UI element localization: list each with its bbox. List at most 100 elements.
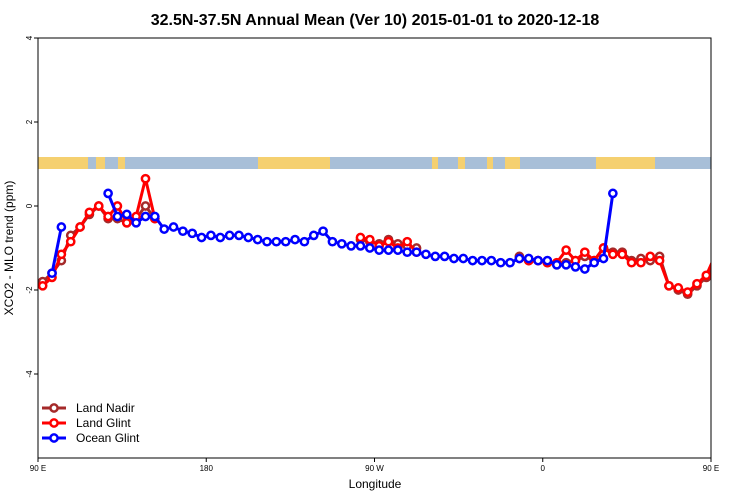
chart-title: 32.5N-37.5N Annual Mean (Ver 10) 2015-01… <box>151 12 600 29</box>
data-point <box>430 251 441 262</box>
x-axis-label: Longitude <box>349 477 402 491</box>
land-segment <box>458 157 465 169</box>
data-point <box>701 270 711 281</box>
y-axis: -4 -2 0 2 4 <box>25 35 38 378</box>
series-layer <box>38 173 747 300</box>
land-band <box>38 157 655 169</box>
data-point <box>121 217 132 228</box>
data-point <box>682 287 693 297</box>
data-point <box>149 211 160 222</box>
data-point <box>561 259 571 270</box>
data-point <box>561 245 571 255</box>
data-point <box>721 238 728 245</box>
data-point <box>280 236 291 247</box>
data-point <box>336 238 347 249</box>
data-point <box>308 230 319 241</box>
data-point <box>673 283 684 293</box>
data-point <box>187 228 198 239</box>
data-point <box>731 226 738 233</box>
series-land-glint <box>38 173 747 297</box>
data-point <box>131 217 141 228</box>
data-point <box>290 234 300 245</box>
data-point <box>654 255 665 266</box>
land-segment <box>487 157 493 169</box>
x-tick-label: 180 <box>200 464 214 473</box>
data-point <box>364 243 375 253</box>
data-point <box>140 211 151 222</box>
x-tick-label: 90 E <box>703 464 719 473</box>
data-point <box>570 262 581 272</box>
data-point <box>355 241 366 251</box>
land-segment <box>96 157 105 169</box>
geography-band <box>38 157 711 169</box>
data-point <box>159 224 170 234</box>
data-point <box>355 232 366 243</box>
land-segment <box>432 157 438 169</box>
legend-label: Land Glint <box>76 416 131 430</box>
data-point <box>383 236 394 247</box>
data-point <box>346 241 356 251</box>
data-point <box>140 173 151 184</box>
data-point <box>262 236 272 247</box>
data-point <box>402 236 413 247</box>
y-tick-label: 4 <box>25 35 34 40</box>
land-segment <box>118 157 125 169</box>
data-point <box>234 230 244 241</box>
ocean-band <box>38 157 711 169</box>
series-ocean-glint <box>47 188 618 279</box>
data-point <box>439 251 450 262</box>
data-point <box>327 236 338 247</box>
data-point <box>710 259 711 262</box>
data-point <box>692 278 702 289</box>
data-point <box>477 255 487 266</box>
data-point <box>224 230 235 241</box>
data-point <box>93 201 104 211</box>
data-point <box>505 257 515 268</box>
x-tick-label: 0 <box>541 464 546 473</box>
series-line <box>518 246 711 296</box>
data-point <box>740 209 747 216</box>
series-line <box>50 226 63 274</box>
data-point <box>449 253 459 264</box>
data-point <box>664 280 674 291</box>
data-point <box>626 257 637 268</box>
series-line <box>519 245 711 294</box>
data-point <box>168 222 179 232</box>
data-point <box>299 236 310 247</box>
y-tick-label: 2 <box>25 119 34 124</box>
legend-label: Land Nadir <box>76 401 135 415</box>
data-point <box>56 249 67 260</box>
land-segment <box>38 157 88 169</box>
data-point <box>243 232 254 243</box>
data-point <box>542 255 553 266</box>
data-point <box>740 211 747 218</box>
data-point <box>206 230 216 241</box>
data-point <box>421 249 431 260</box>
data-point <box>533 255 543 266</box>
data-point <box>608 188 618 199</box>
data-point <box>84 207 95 218</box>
data-point <box>645 251 656 262</box>
data-point <box>383 245 394 255</box>
data-point <box>731 223 738 230</box>
data-point <box>551 259 562 270</box>
x-tick-label: 90 E <box>30 464 46 473</box>
x-axis: 90 E 180 90 W 0 90 E <box>30 458 719 473</box>
data-point <box>402 247 413 258</box>
data-point <box>523 253 534 264</box>
data-point <box>458 253 469 264</box>
land-segment <box>505 157 520 169</box>
data-point <box>411 247 422 258</box>
legend-marker <box>49 403 59 413</box>
y-axis-label: XCO2 - MLO trend (ppm) <box>2 181 16 316</box>
data-point <box>56 222 67 232</box>
data-point <box>721 236 728 243</box>
data-point <box>579 247 590 258</box>
data-point <box>589 257 600 268</box>
data-point <box>608 249 618 260</box>
land-segment <box>596 157 655 169</box>
y-tick-label: -2 <box>25 286 34 294</box>
data-point <box>121 209 132 220</box>
data-point <box>617 249 628 260</box>
